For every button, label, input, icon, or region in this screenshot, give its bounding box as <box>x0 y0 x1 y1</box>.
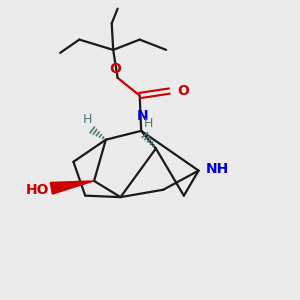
Text: HO: HO <box>26 183 49 197</box>
Text: O: O <box>109 61 121 76</box>
Text: NH: NH <box>206 162 229 176</box>
Text: N: N <box>137 110 148 124</box>
Text: O: O <box>177 84 189 98</box>
Polygon shape <box>50 181 94 194</box>
Text: H: H <box>144 117 154 130</box>
Text: H: H <box>82 112 92 126</box>
